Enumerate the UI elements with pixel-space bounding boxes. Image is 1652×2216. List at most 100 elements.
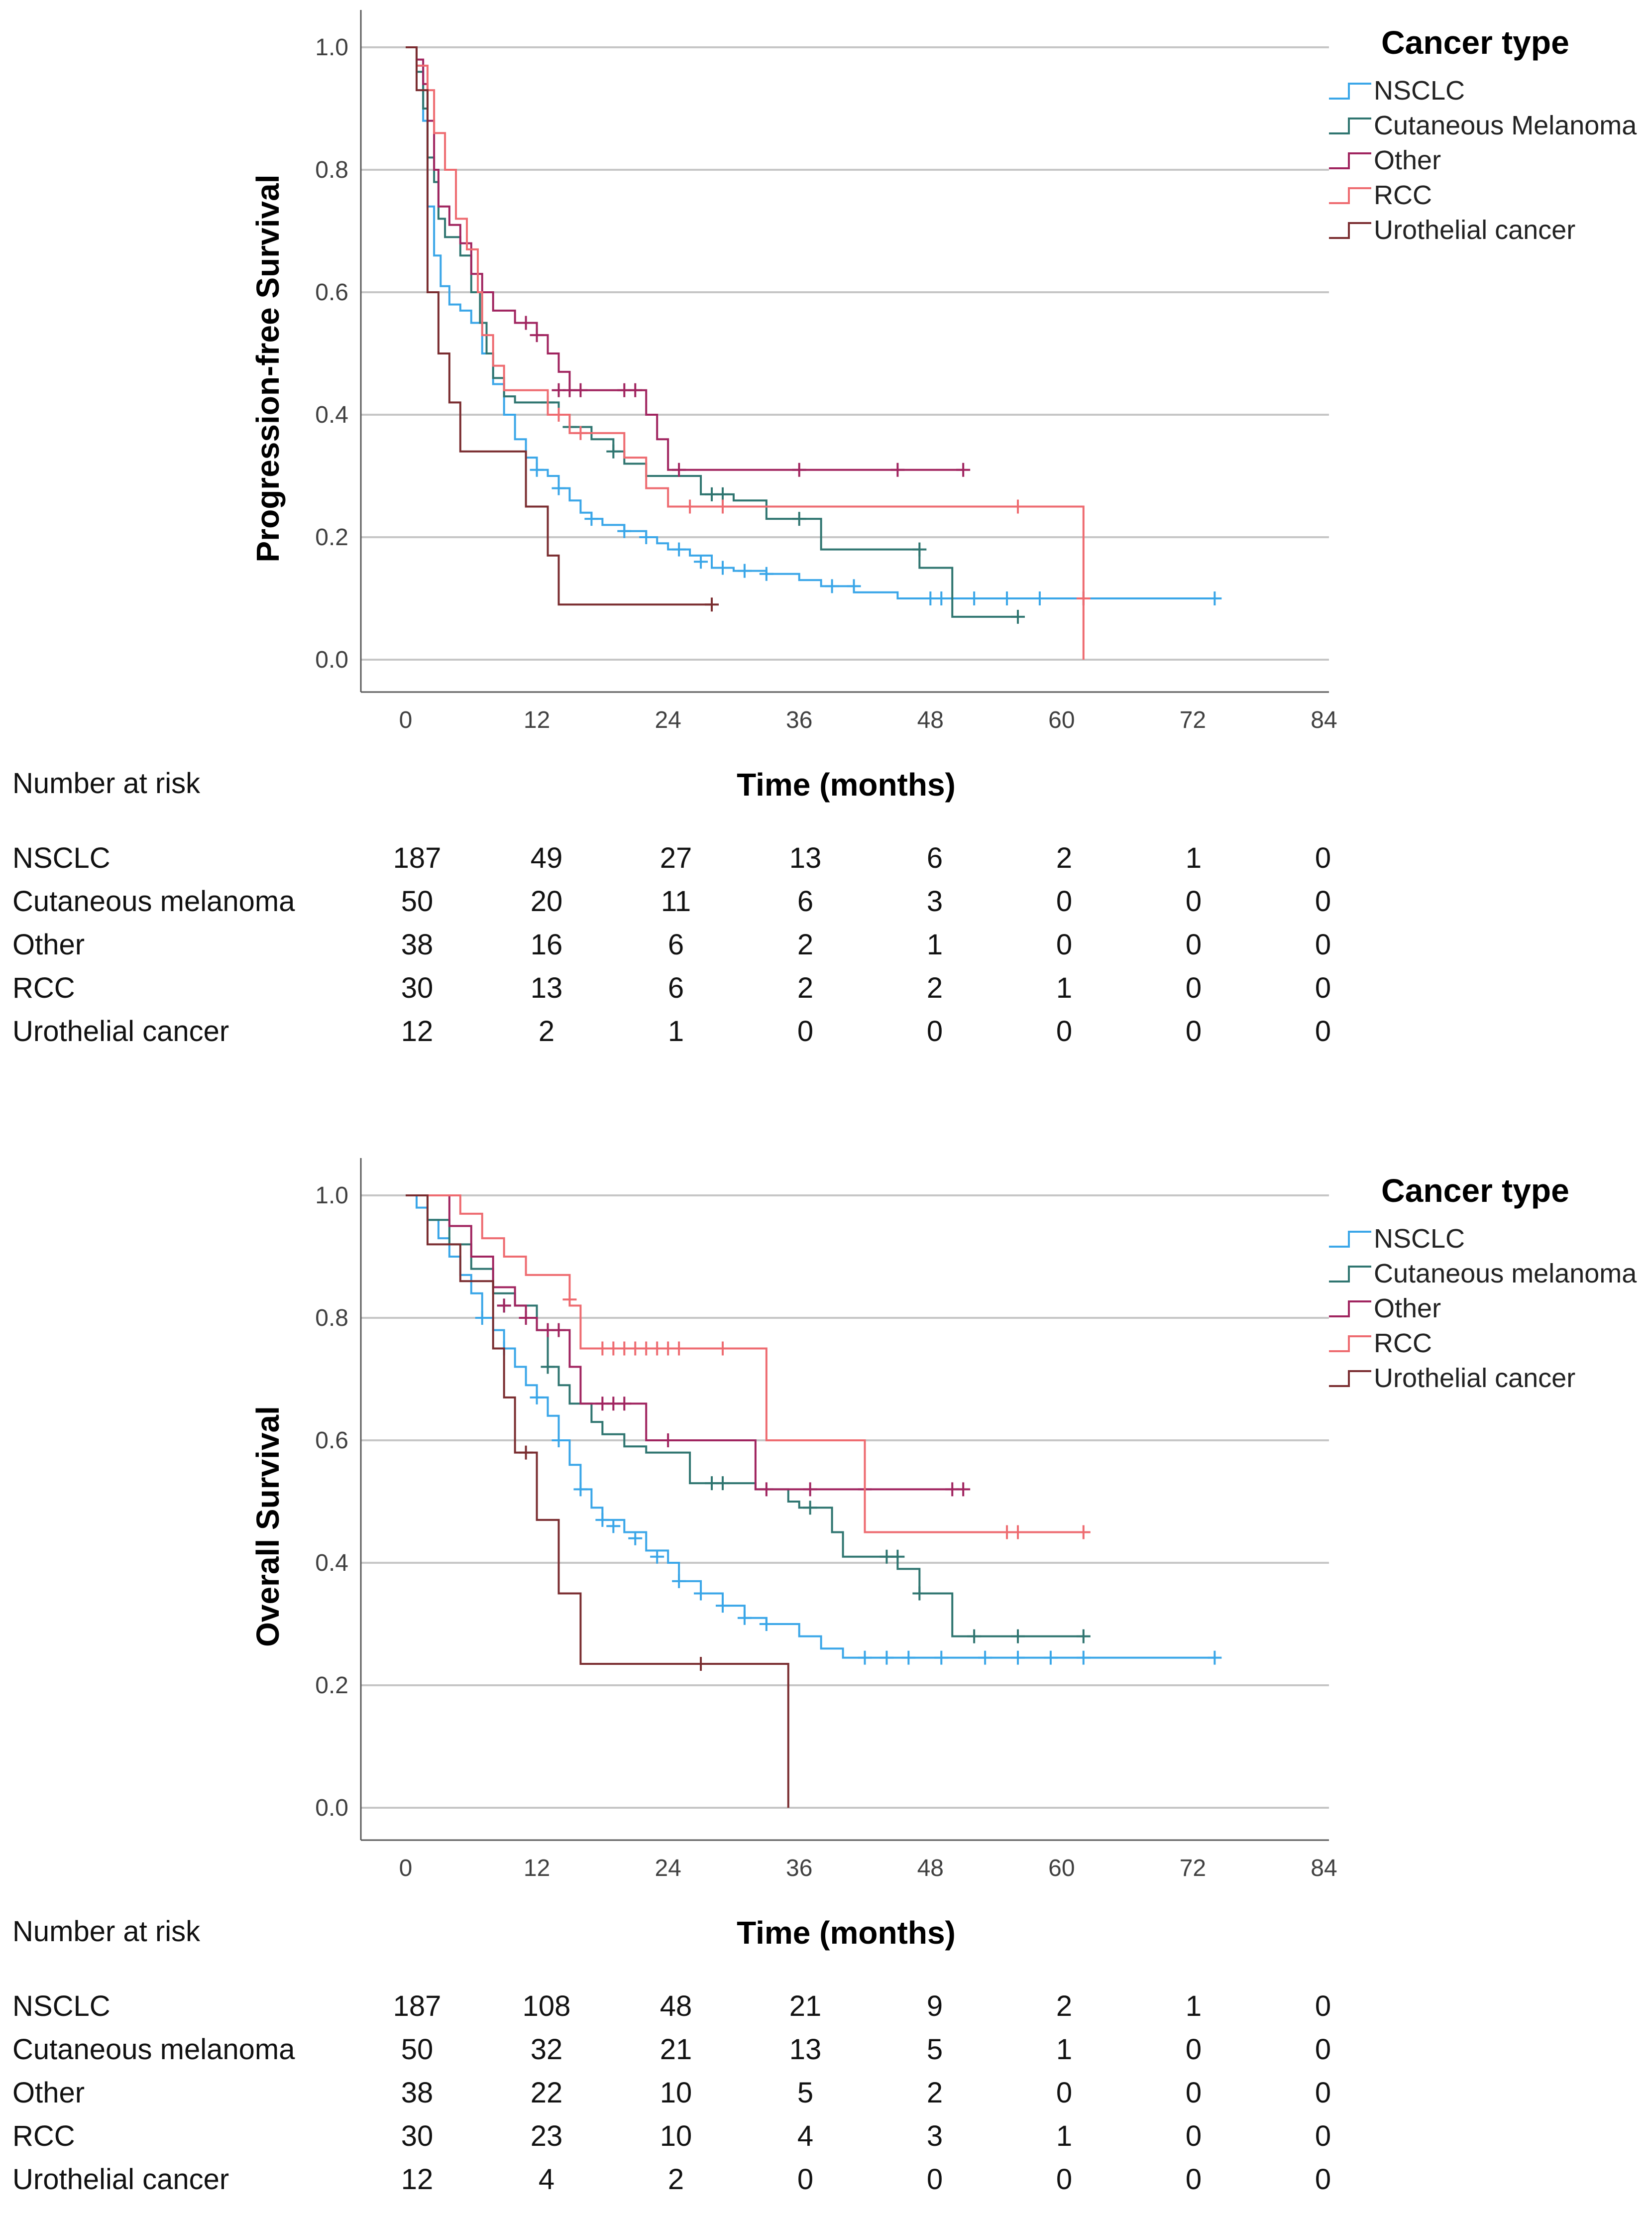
- os-risk-value: 23: [530, 2120, 563, 2152]
- os-censor-mark: [1011, 1525, 1025, 1539]
- os-censor-mark: [956, 1482, 971, 1497]
- pfs-censor-mark: [584, 512, 599, 526]
- os-risk-value: 0: [1315, 2077, 1331, 2109]
- os-censor-mark: [530, 1390, 544, 1404]
- pfs-risk-value: 1: [926, 929, 943, 961]
- pfs-censor-mark: [1000, 591, 1014, 605]
- pfs-legend-swatch: [1329, 222, 1371, 239]
- pfs-censor-mark: [639, 530, 654, 544]
- pfs-risk-value: 30: [401, 972, 434, 1004]
- pfs-y-tick-label: 1.0: [315, 34, 348, 61]
- pfs-y-tick-label: 0.2: [315, 524, 348, 551]
- os-chart: 0.0 0.2 0.4 0.6 0.8 1.0 0 12 24 36 48 60 72 84 Time (m…: [250, 1158, 1637, 1951]
- os-censor-mark: [519, 1445, 533, 1460]
- os-risk-value: 21: [660, 2033, 692, 2066]
- os-risk-table: Number at risk NSCLC 187 108 48 21 9 2 1 0 Cutaneo…: [0, 1915, 1652, 2196]
- os-risk-value: 4: [797, 2120, 814, 2152]
- pfs-x-tick-label: 84: [1311, 707, 1337, 733]
- os-censor-mark: [617, 1397, 632, 1411]
- pfs-x-tick-label: 24: [655, 707, 681, 733]
- pfs-risk-value: 0: [1056, 885, 1073, 918]
- pfs-risk-value: 1: [667, 1015, 684, 1048]
- pfs-legend-label: Cutaneous Melanoma: [1374, 111, 1637, 140]
- os-x-tick-label: 24: [655, 1855, 681, 1881]
- os-censor-mark: [694, 1656, 708, 1671]
- os-censor-mark: [901, 1650, 916, 1665]
- os-censor-mark: [475, 1311, 489, 1325]
- os-risk-value: 0: [1056, 2163, 1073, 2196]
- pfs-censor-mark: [530, 463, 544, 477]
- os-series-2-line: [406, 1194, 964, 1491]
- os-censor-mark: [715, 1341, 730, 1356]
- os-y-tick-label: 0.6: [315, 1427, 348, 1454]
- os-y-axis-title: Overall Survival: [250, 1406, 286, 1647]
- pfs-censor-mark: [1032, 591, 1047, 605]
- pfs-censor-mark: [890, 463, 905, 477]
- pfs-risk-value: 0: [797, 1015, 814, 1048]
- os-y-tick-label: 0.4: [315, 1550, 348, 1576]
- os-risk-value: 2: [1056, 1990, 1073, 2022]
- os-risk-value: 1: [1056, 2120, 1073, 2152]
- os-censor-mark: [595, 1513, 610, 1527]
- os-censor-mark: [1208, 1650, 1222, 1665]
- os-legend-swatch: [1329, 1370, 1371, 1387]
- pfs-risk-row-label: NSCLC: [12, 842, 110, 874]
- pfs-risk-value: 12: [401, 1015, 434, 1048]
- pfs-risk-row-label: RCC: [12, 972, 75, 1004]
- os-y-tick-label: 0.8: [315, 1305, 348, 1331]
- pfs-risk-value: 0: [926, 1015, 943, 1048]
- pfs-censor-mark: [1076, 591, 1091, 605]
- os-risk-value: 2: [926, 2077, 943, 2109]
- pfs-censor-mark: [573, 383, 588, 397]
- os-censor-mark: [715, 1599, 730, 1613]
- os-risk-value: 10: [660, 2120, 692, 2152]
- os-risk-value: 0: [797, 2163, 814, 2196]
- pfs-censor-mark: [715, 487, 730, 501]
- os-risk-value: 0: [926, 2163, 943, 2196]
- os-censor-mark: [628, 1531, 643, 1545]
- pfs-censor-mark: [715, 499, 730, 514]
- pfs-risk-row-label: Urothelial cancer: [12, 1015, 229, 1048]
- pfs-risk-value: 38: [401, 929, 434, 961]
- os-censor-mark: [715, 1476, 730, 1491]
- pfs-censor-mark: [1011, 609, 1025, 624]
- pfs-risk-value: 0: [1056, 1015, 1073, 1048]
- pfs-risk-value: 2: [797, 972, 814, 1004]
- pfs-censor-mark: [792, 463, 806, 477]
- pfs-censor-mark: [705, 597, 719, 612]
- os-x-tick-label: 12: [524, 1855, 550, 1881]
- pfs-risk-value: 50: [401, 885, 434, 918]
- os-risk-value: 1: [1185, 1990, 1202, 2022]
- pfs-censor-mark: [573, 426, 588, 440]
- os-series-3-line: [406, 1194, 1084, 1533]
- os-risk-value: 108: [522, 1990, 571, 2022]
- os-risk-value: 32: [530, 2033, 563, 2066]
- pfs-censor-mark: [530, 328, 544, 343]
- pfs-censor-mark: [551, 481, 566, 495]
- pfs-risk-table: Number at risk NSCLC 187 49 27 13 6 2 1 0 Cutaneou…: [0, 767, 1652, 1048]
- os-risk-value: 0: [1185, 2163, 1202, 2196]
- os-censor-mark: [573, 1482, 588, 1497]
- pfs-y-tick-label: 0.8: [315, 157, 348, 183]
- pfs-series-3-line: [406, 46, 1085, 660]
- pfs-legend-title: Cancer type: [1381, 24, 1569, 61]
- pfs-risk-value: 0: [1056, 929, 1073, 961]
- os-risk-row-label: Urothelial cancer: [12, 2163, 229, 2196]
- pfs-censor-mark: [1011, 499, 1025, 514]
- pfs-x-tick-label: 0: [399, 707, 413, 733]
- pfs-risk-value: 20: [530, 885, 563, 918]
- pfs-legend-swatch: [1329, 83, 1371, 100]
- pfs-series-2-line: [406, 46, 964, 471]
- os-x-tick-label: 60: [1048, 1855, 1075, 1881]
- os-risk-value: 38: [401, 2077, 434, 2109]
- os-risk-value: 0: [1315, 1990, 1331, 2022]
- os-x-tick-label: 72: [1180, 1855, 1206, 1881]
- pfs-censor-mark: [934, 591, 949, 605]
- pfs-risk-value: 0: [1185, 885, 1202, 918]
- pfs-censor-mark: [737, 564, 752, 578]
- pfs-series-1-line: [406, 46, 1018, 618]
- os-x-tick-label: 84: [1311, 1855, 1337, 1881]
- os-legend-swatch: [1329, 1231, 1371, 1248]
- os-censor-mark: [803, 1501, 817, 1515]
- os-risk-row-label: NSCLC: [12, 1990, 110, 2022]
